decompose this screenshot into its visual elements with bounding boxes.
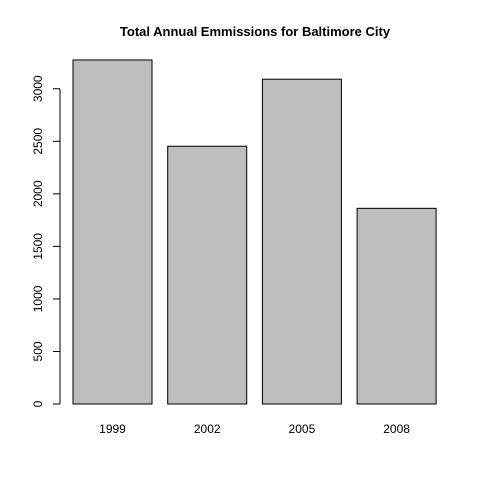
y-tick-label: 500 <box>31 341 45 361</box>
x-axis-labels: 1999 2002 2005 2008 <box>99 422 410 436</box>
chart-title: Total Annual Emmissions for Baltimore Ci… <box>120 24 391 39</box>
x-category-label: 2002 <box>194 422 221 436</box>
y-tick-label: 1500 <box>31 233 45 260</box>
y-tick-label: 0 <box>31 400 45 407</box>
y-tick-label: 2500 <box>31 128 45 155</box>
x-category-label: 1999 <box>99 422 126 436</box>
y-tick-label: 2000 <box>31 180 45 207</box>
bar <box>262 79 341 404</box>
bar <box>168 146 247 404</box>
y-tick-label: 1000 <box>31 285 45 312</box>
bar <box>73 60 152 404</box>
x-category-label: 2008 <box>383 422 410 436</box>
y-axis: 0 500 1000 1500 2000 2500 3000 <box>31 75 60 407</box>
bar <box>357 208 436 404</box>
y-tick-label: 3000 <box>31 75 45 102</box>
bars <box>73 60 436 404</box>
x-category-label: 2005 <box>289 422 316 436</box>
